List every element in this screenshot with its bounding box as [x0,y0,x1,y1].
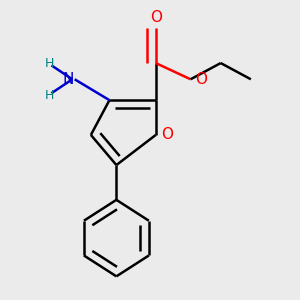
Text: O: O [195,72,207,87]
Text: N: N [62,72,74,87]
Text: O: O [162,128,174,142]
Text: H: H [44,89,54,102]
Text: H: H [44,57,54,70]
Text: O: O [150,10,162,25]
